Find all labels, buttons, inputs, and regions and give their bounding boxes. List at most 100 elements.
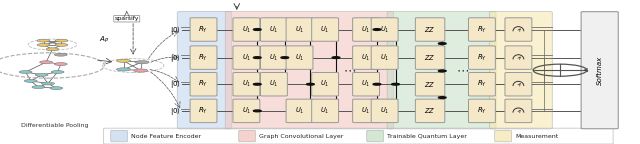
Text: $A_P$: $A_P$: [99, 35, 109, 45]
FancyBboxPatch shape: [177, 12, 232, 129]
Text: $U_1$: $U_1$: [321, 79, 330, 89]
FancyBboxPatch shape: [505, 46, 532, 69]
Text: $U_1$: $U_1$: [242, 106, 251, 116]
FancyBboxPatch shape: [353, 73, 380, 96]
Circle shape: [32, 86, 45, 89]
FancyBboxPatch shape: [371, 99, 398, 123]
Text: $\cdots$: $\cdots$: [343, 64, 356, 77]
Text: $U_1$: $U_1$: [242, 24, 251, 35]
Text: $U_1$: $U_1$: [269, 53, 278, 63]
Circle shape: [37, 39, 50, 42]
Text: $|0\rangle$: $|0\rangle$: [170, 52, 181, 64]
Text: $\cdots$: $\cdots$: [456, 64, 468, 77]
Text: $U_1$: $U_1$: [362, 24, 371, 35]
FancyBboxPatch shape: [490, 12, 552, 129]
Circle shape: [438, 70, 446, 72]
FancyBboxPatch shape: [371, 18, 398, 41]
Text: $ZZ$: $ZZ$: [424, 53, 436, 62]
Text: sparsify: sparsify: [115, 16, 139, 21]
FancyBboxPatch shape: [505, 99, 532, 123]
Circle shape: [24, 79, 37, 82]
FancyBboxPatch shape: [312, 73, 339, 96]
FancyBboxPatch shape: [190, 73, 217, 96]
Circle shape: [54, 63, 67, 66]
FancyBboxPatch shape: [312, 18, 339, 41]
Text: Softmax: Softmax: [596, 56, 603, 85]
Text: $U_1$: $U_1$: [362, 106, 371, 116]
Text: $ZZ$: $ZZ$: [424, 80, 436, 89]
Circle shape: [134, 69, 148, 72]
Text: $|0\rangle$: $|0\rangle$: [170, 105, 181, 117]
Text: $R_Y$: $R_Y$: [198, 106, 209, 116]
FancyBboxPatch shape: [190, 99, 217, 123]
Circle shape: [55, 43, 68, 46]
Circle shape: [54, 53, 67, 56]
Circle shape: [42, 82, 54, 85]
FancyBboxPatch shape: [468, 99, 495, 123]
FancyBboxPatch shape: [468, 73, 495, 96]
FancyBboxPatch shape: [239, 130, 255, 142]
Circle shape: [253, 83, 261, 85]
FancyBboxPatch shape: [286, 99, 313, 123]
Circle shape: [135, 61, 149, 64]
Circle shape: [37, 43, 50, 46]
FancyBboxPatch shape: [353, 99, 380, 123]
FancyBboxPatch shape: [260, 73, 287, 96]
FancyBboxPatch shape: [353, 46, 380, 69]
Text: Measurement: Measurement: [515, 134, 559, 139]
FancyBboxPatch shape: [581, 12, 618, 129]
Circle shape: [373, 83, 381, 85]
Circle shape: [438, 97, 446, 98]
FancyBboxPatch shape: [233, 73, 260, 96]
FancyBboxPatch shape: [367, 130, 383, 142]
FancyBboxPatch shape: [233, 99, 260, 123]
Circle shape: [281, 57, 289, 58]
Text: $U_1$: $U_1$: [321, 106, 330, 116]
Circle shape: [35, 73, 48, 76]
FancyBboxPatch shape: [286, 46, 313, 69]
Text: $R_Y$: $R_Y$: [198, 53, 209, 63]
FancyBboxPatch shape: [371, 46, 398, 69]
FancyBboxPatch shape: [387, 12, 496, 129]
FancyBboxPatch shape: [468, 18, 495, 41]
Text: $U_1$: $U_1$: [380, 106, 389, 116]
Circle shape: [50, 87, 63, 90]
FancyBboxPatch shape: [353, 18, 380, 41]
Text: $U_1$: $U_1$: [380, 24, 389, 35]
Text: $R_Y$: $R_Y$: [198, 24, 209, 35]
Text: Graph Convolutional Layer: Graph Convolutional Layer: [259, 134, 344, 139]
Text: $U_1$: $U_1$: [362, 79, 371, 89]
Circle shape: [253, 110, 261, 112]
Text: $R_Y$: $R_Y$: [477, 53, 487, 63]
FancyBboxPatch shape: [505, 73, 532, 96]
Text: Trainable Quantum Layer: Trainable Quantum Layer: [387, 134, 467, 139]
Text: $|0\rangle$: $|0\rangle$: [170, 23, 181, 36]
FancyBboxPatch shape: [286, 18, 313, 41]
Text: $R_Y$: $R_Y$: [477, 106, 487, 116]
Circle shape: [438, 43, 446, 44]
Circle shape: [392, 83, 399, 85]
FancyBboxPatch shape: [111, 130, 127, 142]
Text: $U_1$: $U_1$: [295, 24, 304, 35]
Circle shape: [373, 29, 381, 30]
Text: $ZZ$: $ZZ$: [424, 25, 436, 34]
Circle shape: [46, 48, 59, 51]
Text: $R_Y$: $R_Y$: [198, 79, 209, 89]
Text: $U_1$: $U_1$: [269, 24, 278, 35]
FancyBboxPatch shape: [233, 18, 260, 41]
FancyBboxPatch shape: [415, 46, 445, 69]
Text: Differentiable Pooling: Differentiable Pooling: [20, 124, 88, 128]
Text: $R_Y$: $R_Y$: [477, 24, 487, 35]
Circle shape: [253, 29, 261, 30]
FancyBboxPatch shape: [260, 18, 287, 41]
FancyBboxPatch shape: [415, 18, 445, 41]
FancyBboxPatch shape: [495, 130, 511, 142]
FancyBboxPatch shape: [260, 46, 287, 69]
FancyBboxPatch shape: [190, 46, 217, 69]
Text: $U_1$: $U_1$: [269, 79, 278, 89]
FancyBboxPatch shape: [415, 73, 445, 96]
FancyBboxPatch shape: [190, 18, 217, 41]
FancyBboxPatch shape: [312, 99, 339, 123]
Circle shape: [40, 61, 52, 64]
Circle shape: [116, 68, 131, 71]
